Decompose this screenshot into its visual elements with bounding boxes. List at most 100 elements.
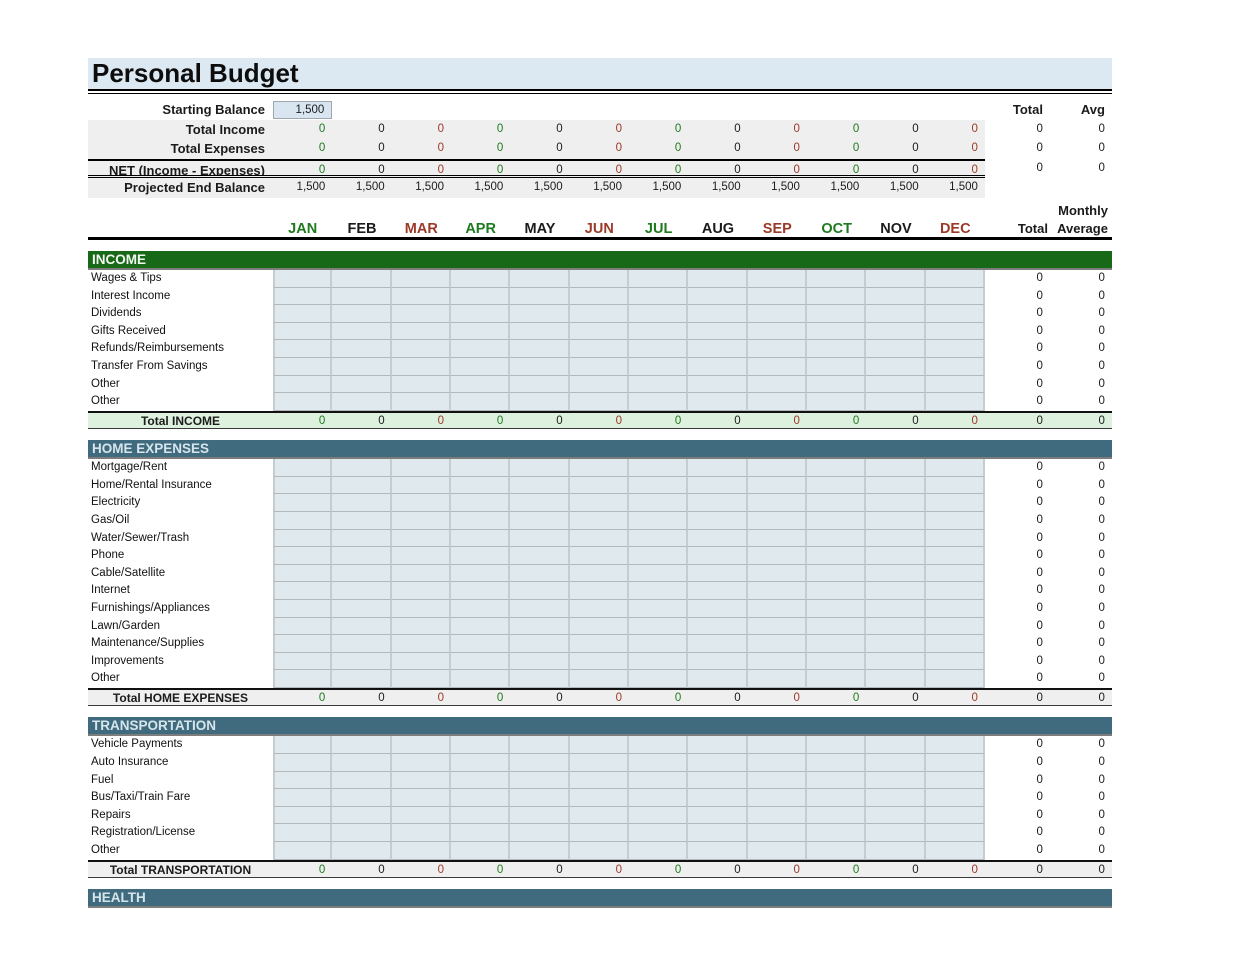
month-input-cell[interactable] (510, 564, 570, 583)
month-input-cell[interactable] (569, 789, 629, 807)
month-input-cell[interactable] (273, 494, 333, 512)
month-input-cell[interactable] (866, 670, 926, 688)
month-input-cell[interactable] (925, 617, 985, 636)
month-input-cell[interactable] (569, 635, 629, 653)
month-input-cell[interactable] (450, 806, 511, 825)
month-input-cell[interactable] (569, 771, 629, 790)
month-input-cell[interactable] (747, 599, 807, 618)
month-input-cell[interactable] (332, 806, 392, 825)
month-input-cell[interactable] (510, 529, 570, 548)
month-input-cell[interactable] (332, 652, 392, 671)
month-input-cell[interactable] (688, 512, 748, 530)
month-input-cell[interactable] (510, 652, 570, 671)
month-input-cell[interactable] (273, 357, 333, 376)
month-input-cell[interactable] (806, 599, 867, 618)
month-input-cell[interactable] (332, 824, 392, 842)
month-input-cell[interactable] (332, 736, 392, 755)
month-input-cell[interactable] (391, 670, 451, 688)
month-input-cell[interactable] (747, 269, 807, 288)
month-input-cell[interactable] (628, 617, 689, 636)
month-input-cell[interactable] (510, 269, 570, 288)
month-input-cell[interactable] (450, 789, 511, 807)
month-input-cell[interactable] (628, 305, 689, 323)
month-input-cell[interactable] (866, 393, 926, 411)
month-input-cell[interactable] (273, 670, 333, 688)
month-input-cell[interactable] (510, 305, 570, 323)
month-input-cell[interactable] (391, 617, 451, 636)
month-input-cell[interactable] (332, 287, 392, 306)
month-input-cell[interactable] (747, 322, 807, 341)
month-input-cell[interactable] (391, 393, 451, 411)
month-input-cell[interactable] (806, 494, 867, 512)
month-input-cell[interactable] (866, 789, 926, 807)
month-input-cell[interactable] (688, 806, 748, 825)
month-input-cell[interactable] (747, 806, 807, 825)
month-input-cell[interactable] (450, 322, 511, 341)
month-input-cell[interactable] (450, 652, 511, 671)
month-input-cell[interactable] (866, 824, 926, 842)
month-input-cell[interactable] (332, 357, 392, 376)
month-input-cell[interactable] (925, 806, 985, 825)
month-input-cell[interactable] (569, 322, 629, 341)
month-input-cell[interactable] (806, 476, 867, 495)
month-input-cell[interactable] (510, 842, 570, 860)
month-input-cell[interactable] (866, 635, 926, 653)
month-input-cell[interactable] (273, 617, 333, 636)
month-input-cell[interactable] (688, 736, 748, 755)
month-input-cell[interactable] (688, 476, 748, 495)
month-input-cell[interactable] (747, 635, 807, 653)
month-input-cell[interactable] (747, 305, 807, 323)
month-input-cell[interactable] (628, 771, 689, 790)
month-input-cell[interactable] (688, 322, 748, 341)
month-input-cell[interactable] (569, 547, 629, 565)
month-input-cell[interactable] (273, 582, 333, 600)
month-input-cell[interactable] (569, 529, 629, 548)
month-input-cell[interactable] (450, 564, 511, 583)
month-input-cell[interactable] (806, 617, 867, 636)
month-input-cell[interactable] (510, 494, 570, 512)
month-input-cell[interactable] (391, 564, 451, 583)
month-input-cell[interactable] (866, 269, 926, 288)
month-input-cell[interactable] (510, 754, 570, 772)
month-input-cell[interactable] (510, 322, 570, 341)
month-input-cell[interactable] (925, 375, 985, 394)
month-input-cell[interactable] (332, 754, 392, 772)
month-input-cell[interactable] (925, 789, 985, 807)
month-input-cell[interactable] (866, 564, 926, 583)
month-input-cell[interactable] (510, 789, 570, 807)
month-input-cell[interactable] (747, 842, 807, 860)
month-input-cell[interactable] (391, 269, 451, 288)
month-input-cell[interactable] (628, 476, 689, 495)
month-input-cell[interactable] (332, 547, 392, 565)
month-input-cell[interactable] (747, 771, 807, 790)
month-input-cell[interactable] (688, 529, 748, 548)
month-input-cell[interactable] (688, 547, 748, 565)
month-input-cell[interactable] (332, 322, 392, 341)
month-input-cell[interactable] (450, 375, 511, 394)
month-input-cell[interactable] (569, 459, 629, 477)
month-input-cell[interactable] (866, 599, 926, 618)
month-input-cell[interactable] (688, 652, 748, 671)
month-input-cell[interactable] (510, 459, 570, 477)
month-input-cell[interactable] (925, 357, 985, 376)
month-input-cell[interactable] (806, 652, 867, 671)
month-input-cell[interactable] (688, 670, 748, 688)
month-input-cell[interactable] (747, 393, 807, 411)
month-input-cell[interactable] (332, 476, 392, 495)
month-input-cell[interactable] (569, 375, 629, 394)
month-input-cell[interactable] (273, 459, 333, 477)
month-input-cell[interactable] (273, 269, 333, 288)
month-input-cell[interactable] (628, 494, 689, 512)
month-input-cell[interactable] (450, 476, 511, 495)
month-input-cell[interactable] (273, 806, 333, 825)
month-input-cell[interactable] (925, 564, 985, 583)
month-input-cell[interactable] (569, 269, 629, 288)
month-input-cell[interactable] (925, 754, 985, 772)
month-input-cell[interactable] (332, 670, 392, 688)
month-input-cell[interactable] (450, 670, 511, 688)
month-input-cell[interactable] (628, 459, 689, 477)
month-input-cell[interactable] (806, 582, 867, 600)
month-input-cell[interactable] (273, 599, 333, 618)
month-input-cell[interactable] (747, 824, 807, 842)
month-input-cell[interactable] (628, 512, 689, 530)
